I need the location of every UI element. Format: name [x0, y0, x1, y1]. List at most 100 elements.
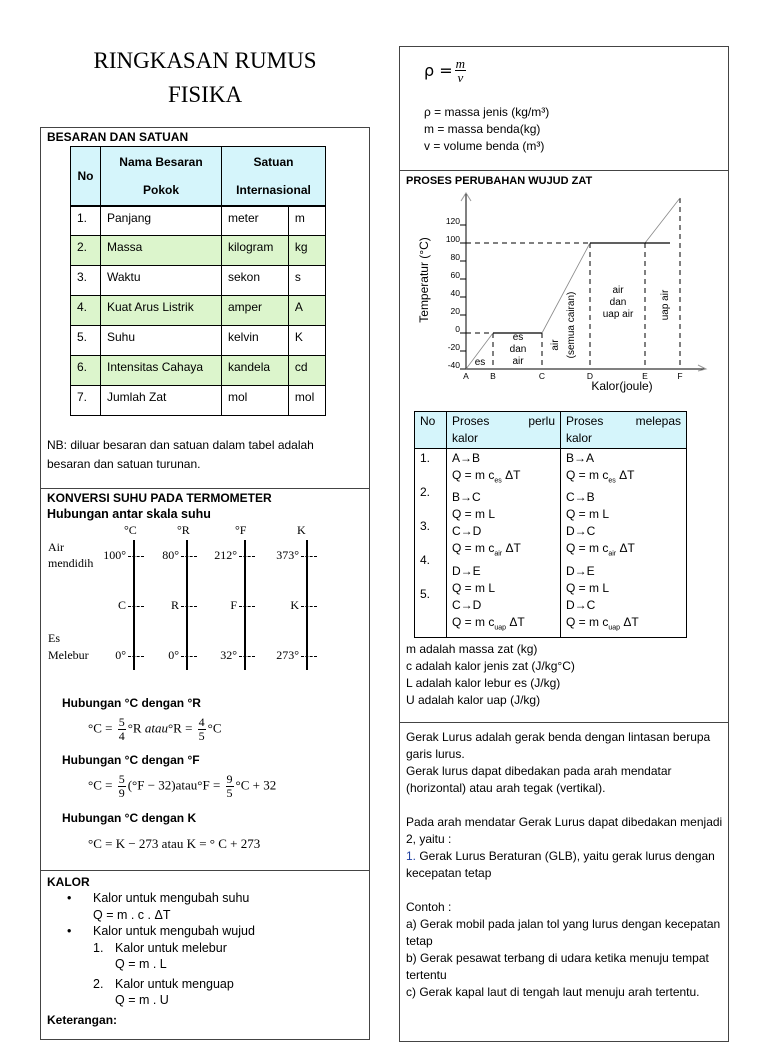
- cell-nama: Jumlah Zat: [100, 385, 222, 416]
- tick-dash: [128, 556, 144, 557]
- formula-text: Q = m c: [452, 614, 495, 629]
- subscript: air: [608, 550, 617, 558]
- example: a) Gerak mobil pada jalan tol yang lurus…: [406, 917, 721, 948]
- section-heading: KALOR: [47, 875, 90, 889]
- formula-part: °R =: [167, 720, 196, 736]
- item-text: Kalor untuk melebur: [115, 940, 227, 955]
- denominator: v: [457, 70, 464, 85]
- section-heading: KONVERSI SUHU PADA TERMOMETER: [47, 491, 272, 505]
- y-axis-arrow: [460, 192, 472, 202]
- region-label: air: [612, 285, 624, 296]
- cell-simbol: m: [287, 205, 327, 236]
- formula-part: °C =: [88, 720, 116, 736]
- h: perlu: [528, 414, 555, 428]
- example: c) Gerak kapal laut di tengah laut menuj…: [406, 985, 700, 999]
- curve-segment: [541, 242, 591, 334]
- table-row: 7. Jumlah Zat mol mol: [70, 385, 327, 416]
- y-tick-label: -20: [448, 342, 461, 352]
- bullet-item: • Kalor untuk mengubah wujud: [67, 924, 255, 938]
- cell-nama: Panjang: [100, 205, 222, 236]
- relation-c-k-heading: Hubungan °C dengan K: [62, 811, 197, 825]
- table-row: 1. Panjang meter m: [70, 205, 327, 236]
- y-tick-label: 100: [446, 234, 460, 244]
- numbered-item: 1. Kalor untuk melebur: [67, 940, 255, 957]
- cell-nama: Massa: [100, 235, 222, 266]
- thermometer-line: [306, 540, 308, 670]
- y-tick-label: 120: [446, 216, 460, 226]
- paragraph: Pada arah mendatar Gerak Lurus dapat dib…: [406, 815, 723, 846]
- cell-satuan: kandela: [221, 355, 289, 386]
- row-number: 3.: [420, 519, 431, 533]
- formula-c-f: °C = 5 9 (°F − 32)atau°F = 9 5 °C + 32: [88, 773, 276, 800]
- cell-simbol: cd: [287, 355, 327, 386]
- scale-label: °F: [235, 523, 247, 537]
- cell-simbol: K: [287, 325, 327, 356]
- h: melepas: [635, 414, 681, 428]
- scale-value: 273°: [276, 648, 299, 662]
- process-formula: Q = m L: [452, 580, 555, 597]
- process-formula: Q = m cuap ΔT: [566, 614, 681, 636]
- curve-segment: [644, 197, 681, 244]
- tick-dash: [128, 656, 144, 657]
- scale-value: C: [117, 598, 126, 612]
- cell-simbol: mol: [287, 385, 327, 416]
- tick-dash: [128, 606, 144, 607]
- delta-t: ΔT: [615, 468, 635, 482]
- process: D→E: [452, 563, 481, 578]
- numbered-item: 2. Kalor untuk menguap: [67, 976, 255, 993]
- tick-dash: [239, 556, 255, 557]
- formula-text: Q = m c: [452, 541, 495, 556]
- formula-text: Q = m c: [566, 541, 609, 556]
- section-heading: PROSES PERUBAHAN WUJUD ZAT: [406, 175, 593, 187]
- perlu-cell: A→B Q = m ces ΔT B→C Q = m L C→D Q = m cair Δ…: [446, 447, 561, 639]
- curve-segment: [465, 332, 494, 370]
- scale-value: 100°: [103, 548, 126, 562]
- delta-t: ΔT: [501, 468, 521, 482]
- process: B→C: [452, 490, 481, 505]
- x-axis-arrow: [697, 364, 708, 372]
- subscript: air: [494, 550, 503, 558]
- x-axis-label: Kalor(joule): [591, 379, 652, 393]
- cell-satuan: meter: [221, 205, 289, 236]
- number: 2.: [93, 976, 104, 991]
- formula-part: °C =: [88, 777, 116, 793]
- col-satuan-line1: Satuan: [253, 154, 294, 169]
- denominator: 4: [118, 729, 125, 743]
- kalor-section: KALOR • Kalor untuk mengubah suhu Q = m .…: [40, 870, 370, 1040]
- delta-t: ΔT: [506, 614, 525, 629]
- col-no: No: [414, 411, 447, 449]
- tick-dash: [181, 656, 197, 657]
- row-number: 4.: [420, 553, 431, 567]
- scale-label: °R: [177, 523, 190, 537]
- formula-part: (°F − 32): [127, 777, 176, 793]
- process: D→C: [566, 597, 596, 612]
- x-tick-label: F: [677, 371, 682, 381]
- formula-text: Q = m c: [452, 468, 495, 482]
- delta-t: ΔT: [620, 614, 639, 629]
- scale-value: 0°: [115, 648, 126, 662]
- formula-text: Q = m c: [566, 614, 609, 629]
- cell-nama: Intensitas Cahaya: [100, 355, 222, 386]
- process: C→D: [452, 597, 482, 612]
- paragraph: Gerak Lurus adalah gerak benda dengan li…: [406, 730, 711, 761]
- gerak-text: Gerak Lurus adalah gerak benda dengan li…: [406, 729, 724, 1001]
- region-label: uap air: [603, 309, 634, 320]
- col-nama-line1: Nama Besaran: [119, 154, 203, 169]
- col-nama: Nama Besaran Pokok: [100, 146, 222, 207]
- number: 1.: [406, 849, 417, 863]
- no-cell: 1. 2. 3. 4. 5.: [414, 447, 447, 639]
- formula: Q = m . c . ΔT: [93, 907, 171, 922]
- scale-value: F: [230, 598, 237, 612]
- cell-simbol: kg: [287, 235, 327, 266]
- table-row: 2. Massa kilogram kg: [70, 235, 327, 266]
- y-axis-label: Temperatur (°C): [417, 237, 431, 322]
- label-mendidih: mendidih: [48, 556, 94, 570]
- cell-no: 4.: [70, 295, 101, 326]
- col-satuan-line2: Internasional: [236, 182, 311, 197]
- tick-dash: [239, 656, 255, 657]
- subscript: uap: [494, 624, 507, 632]
- rho-symbol: ρ =: [424, 61, 453, 80]
